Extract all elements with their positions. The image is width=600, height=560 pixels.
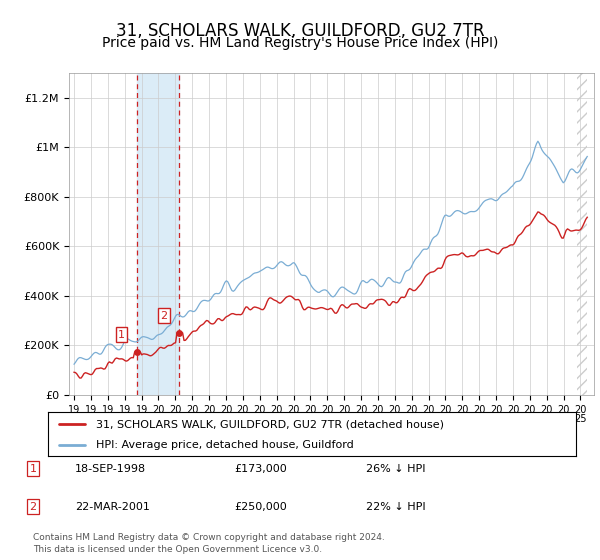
Text: 31, SCHOLARS WALK, GUILDFORD, GU2 7TR (detached house): 31, SCHOLARS WALK, GUILDFORD, GU2 7TR (d… <box>95 419 443 429</box>
Text: HPI: Average price, detached house, Guildford: HPI: Average price, detached house, Guil… <box>95 440 353 450</box>
Text: 22-MAR-2001: 22-MAR-2001 <box>75 502 150 512</box>
Text: 2: 2 <box>29 502 37 512</box>
Text: £250,000: £250,000 <box>234 502 287 512</box>
Text: £173,000: £173,000 <box>234 464 287 474</box>
Text: 1: 1 <box>29 464 37 474</box>
Text: 22% ↓ HPI: 22% ↓ HPI <box>366 502 425 512</box>
Bar <box>137 73 179 395</box>
Text: 18-SEP-1998: 18-SEP-1998 <box>75 464 146 474</box>
Text: 2: 2 <box>160 311 167 320</box>
Text: 1: 1 <box>118 330 125 339</box>
Text: 31, SCHOLARS WALK, GUILDFORD, GU2 7TR: 31, SCHOLARS WALK, GUILDFORD, GU2 7TR <box>116 22 484 40</box>
Text: Price paid vs. HM Land Registry's House Price Index (HPI): Price paid vs. HM Land Registry's House … <box>102 36 498 50</box>
Text: 26% ↓ HPI: 26% ↓ HPI <box>366 464 425 474</box>
Text: Contains HM Land Registry data © Crown copyright and database right 2024.
This d: Contains HM Land Registry data © Crown c… <box>33 533 385 554</box>
